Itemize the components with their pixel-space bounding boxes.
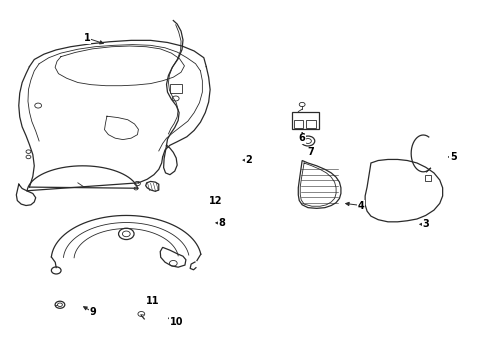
Bar bbox=[293, 112, 319, 129]
Text: 9: 9 bbox=[89, 307, 96, 317]
Text: 8: 8 bbox=[219, 218, 225, 228]
Text: 12: 12 bbox=[209, 196, 222, 206]
Text: 6: 6 bbox=[299, 133, 306, 143]
Text: 10: 10 bbox=[170, 317, 183, 327]
Text: 11: 11 bbox=[146, 296, 160, 306]
Text: 5: 5 bbox=[450, 152, 457, 162]
Text: 1: 1 bbox=[84, 33, 91, 43]
Text: 4: 4 bbox=[358, 201, 365, 211]
Text: 7: 7 bbox=[307, 147, 314, 157]
Bar bbox=[306, 121, 316, 127]
Bar bbox=[170, 84, 182, 93]
Text: 2: 2 bbox=[245, 155, 252, 165]
Bar bbox=[425, 175, 431, 181]
Bar bbox=[294, 121, 303, 127]
Text: 3: 3 bbox=[422, 219, 429, 229]
